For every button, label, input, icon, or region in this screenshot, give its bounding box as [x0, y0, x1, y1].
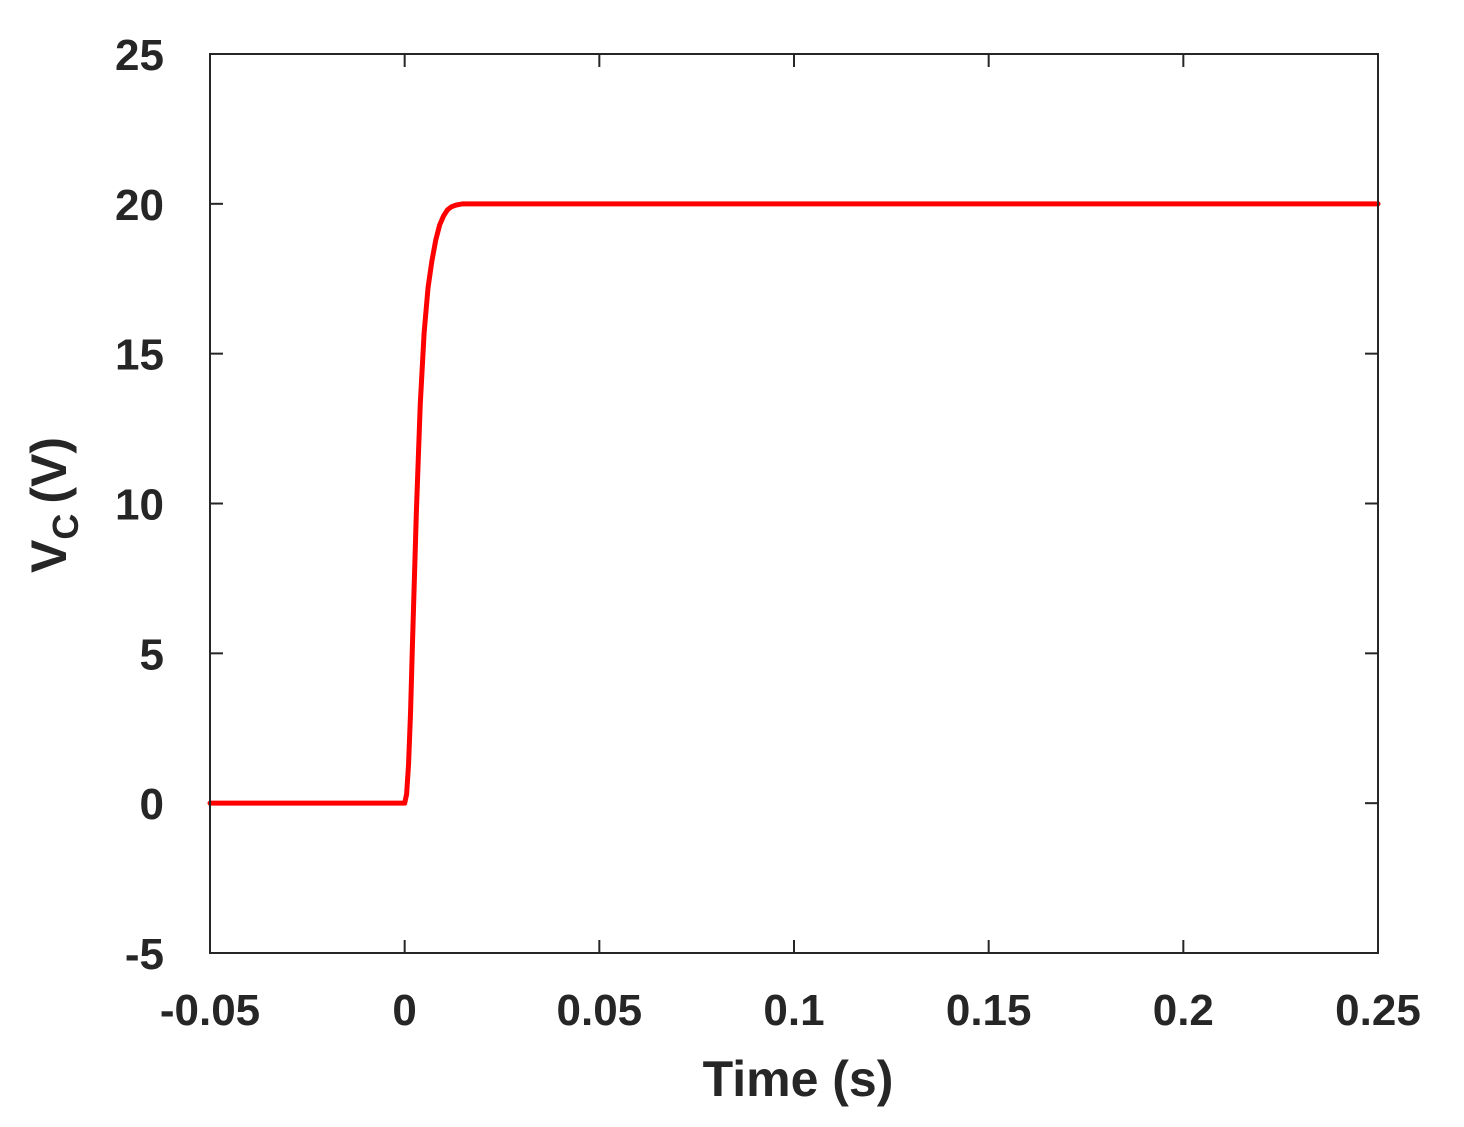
y-tick-label: 0: [140, 780, 164, 829]
y-tick-label: 10: [115, 481, 164, 530]
y-axis-title: VC (V): [21, 437, 86, 573]
series-line: [207, 201, 1381, 806]
y-tick-labels: -5 0 5 10 15 20 25: [115, 31, 164, 979]
x-tick-labels: -0.05 0 0.05 0.1 0.15 0.2 0.25: [160, 986, 1421, 1035]
y-axis-title-subscript: C: [45, 514, 86, 540]
x-tick-label: 0.25: [1335, 986, 1421, 1035]
x-tick-label: -0.05: [160, 986, 260, 1035]
x-tick-label: 0.1: [763, 986, 824, 1035]
axes-box: [209, 53, 1379, 954]
y-tick-label: -5: [125, 930, 164, 979]
y-tick-label: 20: [115, 181, 164, 230]
y-axis-title-unit: (V): [21, 437, 77, 504]
y-tick-label: 15: [115, 331, 164, 380]
y-tick-label: 25: [115, 31, 164, 80]
y-axis-title-main: V: [21, 539, 77, 573]
x-tick-label: 0.15: [946, 986, 1032, 1035]
series-group: [207, 201, 1381, 806]
x-tick-label: 0.05: [557, 986, 643, 1035]
x-tick-label: 0: [392, 986, 416, 1035]
x-tick-label: 0.2: [1153, 986, 1214, 1035]
y-tick-label: 5: [140, 630, 164, 679]
x-axis-title: Time (s): [703, 1051, 894, 1107]
